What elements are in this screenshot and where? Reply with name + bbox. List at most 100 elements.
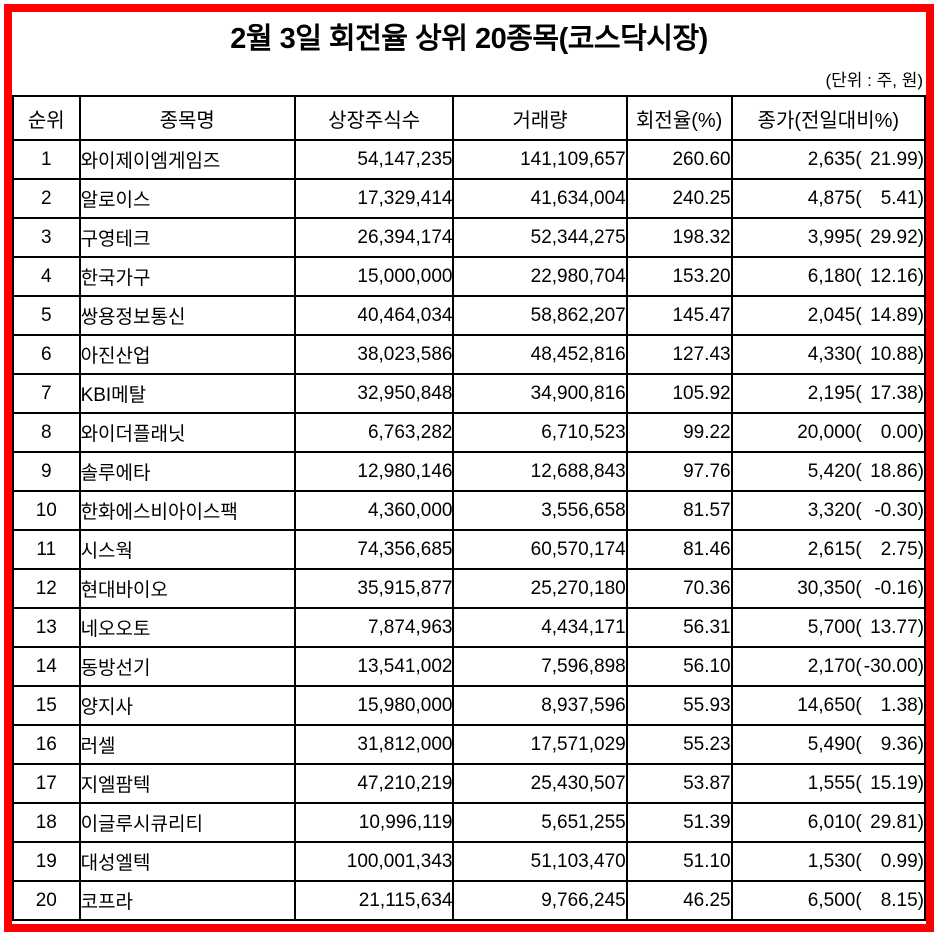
close-cell: 4,330(10.88) — [730, 334, 927, 375]
close-price: 1,555 — [807, 772, 856, 794]
shares-cell: 54,147,235 — [293, 139, 455, 180]
close-price: 4,875 — [807, 187, 856, 209]
close-close-paren: ) — [917, 733, 924, 755]
close-value: 14,650(1.38) — [734, 688, 924, 723]
table-row: 3 구영테크 26,394,174 52,344,275 198.32 3,99… — [12, 217, 927, 258]
rank-cell: 11 — [12, 529, 81, 570]
rank-cell: 7 — [12, 373, 81, 414]
rank-cell: 16 — [12, 724, 81, 765]
stock-name-cell: 시스웍 — [78, 529, 296, 570]
close-value: 1,555(15.19) — [734, 766, 923, 801]
close-price: 2,170 — [807, 655, 856, 677]
close-price: 6,180 — [807, 265, 856, 287]
close-open-paren: ( — [855, 655, 862, 677]
close-value: 4,875(5.41) — [734, 181, 924, 216]
close-close-paren: ) — [917, 499, 924, 521]
close-value: 2,045(14.89) — [734, 298, 924, 333]
close-value: 2,170(-30.00) — [734, 649, 923, 684]
close-close-paren: ) — [917, 148, 924, 170]
volume-cell: 9,766,245 — [452, 880, 628, 921]
rank-cell: 8 — [12, 412, 81, 453]
close-cell: 3,320(-0.30) — [730, 490, 927, 531]
volume-cell: 60,570,174 — [452, 529, 628, 570]
close-price: 1,530 — [807, 850, 856, 872]
close-close-paren: ) — [917, 811, 924, 833]
close-change-pct: -0.16 — [874, 577, 918, 599]
shares-cell: 21,115,634 — [293, 880, 455, 921]
close-close-paren: ) — [917, 265, 924, 287]
close-cell: 6,180(12.16) — [730, 256, 927, 297]
stock-name-cell: 동방선기 — [78, 646, 296, 687]
column-header-close: 종가(전일대비%) — [730, 95, 927, 141]
table-row: 1 와이제이엠게임즈 54,147,235 141,109,657 260.60… — [12, 139, 927, 180]
close-value: 4,330(10.88) — [734, 337, 923, 372]
table-row: 14 동방선기 13,541,002 7,596,898 56.10 2,170… — [12, 646, 927, 687]
table-row: 18 이글루시큐리티 10,996,119 5,651,255 51.39 6,… — [12, 802, 927, 843]
close-change-pct: 14.89 — [870, 304, 918, 326]
close-change-pct: 15.19 — [870, 772, 918, 794]
close-change-pct: 0.99 — [880, 850, 918, 872]
close-close-paren: ) — [917, 187, 924, 209]
close-open-paren: ( — [855, 811, 862, 833]
turnover-cell: 53.87 — [625, 763, 733, 804]
close-change-pct: 10.88 — [870, 343, 918, 365]
turnover-cell: 55.93 — [625, 685, 733, 726]
close-value: 3,320(-0.30) — [734, 493, 924, 528]
close-close-paren: ) — [917, 694, 924, 716]
volume-cell: 25,270,180 — [452, 568, 628, 609]
shares-cell: 35,915,877 — [293, 568, 455, 609]
close-value: 5,700(13.77) — [734, 610, 923, 645]
rank-cell: 1 — [12, 139, 81, 180]
rank-cell: 13 — [12, 607, 81, 648]
close-value: 3,995(29.92) — [734, 220, 923, 255]
close-cell: 6,010(29.81) — [730, 802, 927, 843]
column-header-volume: 거래량 — [452, 95, 628, 141]
rank-cell: 4 — [12, 256, 81, 297]
stock-name-cell: 러셀 — [78, 724, 296, 765]
close-open-paren: ( — [855, 577, 862, 599]
close-open-paren: ( — [855, 499, 862, 521]
close-open-paren: ( — [855, 265, 862, 287]
close-change-pct: 0.00 — [880, 421, 918, 443]
rank-cell: 3 — [12, 217, 81, 258]
shares-cell: 15,980,000 — [293, 685, 455, 726]
close-price: 3,995 — [807, 226, 856, 248]
rank-cell: 17 — [12, 763, 81, 804]
stock-name-cell: 이글루시큐리티 — [78, 802, 296, 843]
close-value: 1,530(0.99) — [734, 844, 923, 879]
volume-cell: 6,710,523 — [452, 412, 628, 453]
close-cell: 3,995(29.92) — [730, 217, 927, 258]
stock-name-cell: 와이더플래닛 — [78, 412, 296, 453]
turnover-cell: 97.76 — [625, 451, 733, 492]
table-row: 9 솔루에타 12,980,146 12,688,843 97.76 5,420… — [12, 451, 927, 492]
close-open-paren: ( — [855, 616, 862, 638]
shares-cell: 7,874,963 — [293, 607, 455, 648]
turnover-cell: 51.10 — [625, 841, 733, 882]
close-price: 20,000 — [797, 421, 856, 443]
volume-cell: 141,109,657 — [452, 139, 628, 180]
close-value: 6,010(29.81) — [734, 805, 924, 840]
close-change-pct: 2.75 — [880, 538, 918, 560]
stock-name-cell: 한화에스비아이스팩 — [78, 490, 296, 531]
close-cell: 6,500(8.15) — [730, 880, 927, 921]
close-open-paren: ( — [855, 187, 862, 209]
close-open-paren: ( — [855, 772, 862, 794]
shares-cell: 6,763,282 — [293, 412, 455, 453]
table-row: 5 쌍용정보통신 40,464,034 58,862,207 145.47 2,… — [12, 295, 927, 336]
shares-cell: 32,950,848 — [293, 373, 455, 414]
close-change-pct: 29.81 — [870, 811, 918, 833]
close-close-paren: ) — [917, 304, 924, 326]
rank-cell: 6 — [12, 334, 81, 375]
close-open-paren: ( — [855, 382, 862, 404]
rank-cell: 15 — [12, 685, 81, 726]
rank-cell: 5 — [12, 295, 81, 336]
close-cell: 2,615(2.75) — [730, 529, 927, 570]
turnover-cell: 153.20 — [625, 256, 733, 297]
rank-cell: 2 — [12, 178, 81, 219]
close-price: 6,500 — [807, 889, 856, 911]
shares-cell: 38,023,586 — [293, 334, 455, 375]
close-cell: 5,420(18.86) — [730, 451, 927, 492]
close-close-paren: ) — [917, 382, 924, 404]
shares-cell: 31,812,000 — [293, 724, 455, 765]
column-header-turnover: 회전율(%) — [625, 95, 733, 141]
